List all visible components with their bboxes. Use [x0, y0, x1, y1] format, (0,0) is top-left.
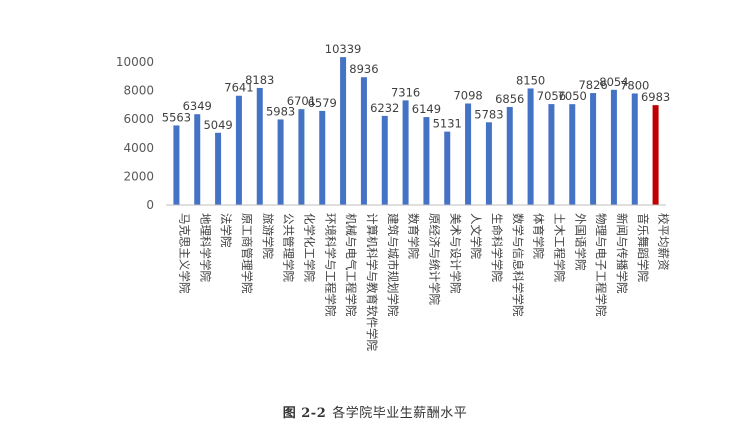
bar: [652, 105, 659, 205]
data-label: 6149: [412, 102, 441, 116]
data-label: 5783: [474, 107, 503, 121]
data-label: 6232: [370, 101, 399, 115]
x-tick-label: 地理科学学院: [198, 213, 212, 282]
data-label: 7641: [224, 81, 253, 95]
x-tick-label: 人文学院: [469, 213, 483, 259]
data-label: 7050: [558, 89, 587, 103]
x-tick-label: 生命科学学院: [490, 213, 504, 282]
bar: [277, 119, 284, 205]
bar: [215, 132, 222, 205]
data-label: 5049: [203, 118, 232, 132]
bar: [485, 122, 492, 205]
bar: [173, 125, 180, 205]
x-tick-label: 体育学院: [532, 213, 546, 259]
x-tick-label: 化学化工学院: [302, 213, 316, 282]
data-label: 8183: [245, 73, 274, 87]
bar: [381, 115, 388, 205]
x-tick-label: 环境科学与工程学院: [323, 213, 337, 317]
bar: [360, 77, 367, 205]
bar: [340, 57, 347, 206]
bar: [548, 104, 555, 205]
data-label: 5131: [433, 117, 462, 131]
data-label: 5563: [162, 110, 191, 124]
bar: [569, 104, 576, 205]
bar: [590, 93, 597, 205]
data-label: 10339: [325, 42, 362, 56]
bar: [506, 106, 513, 205]
bar: [444, 131, 451, 205]
y-tick-label: 2000: [123, 169, 154, 183]
x-tick-label: 数育学院: [407, 213, 421, 259]
x-tick-label: 计算机科学与教育软件学院: [365, 213, 379, 351]
data-label: 7316: [391, 85, 420, 99]
data-label: 7098: [453, 88, 482, 102]
x-tick-label: 外国语学院: [573, 213, 587, 271]
x-tick-label: 旅游学院: [261, 213, 275, 259]
x-tick-label: 数学与信息科学学院: [511, 213, 525, 317]
bar: [631, 93, 638, 205]
figure-title: 各学院毕业生薪酬水平: [332, 406, 468, 421]
bar: [256, 87, 263, 205]
x-tick-label: 物理与电子工程学院: [594, 213, 608, 317]
data-label: 8054: [599, 75, 628, 89]
x-tick-label: 马克思主义学院: [177, 213, 191, 294]
y-tick-label: 10000: [116, 55, 154, 69]
x-tick-label: 新闻与传播学院: [615, 213, 629, 294]
data-label: 5983: [266, 104, 295, 118]
x-tick-label: 建筑与城市规划学院: [386, 213, 400, 317]
bar: [298, 109, 305, 205]
data-label: 6856: [495, 92, 524, 106]
bar: [423, 117, 430, 205]
data-label: 8936: [349, 62, 378, 76]
y-tick-label: 8000: [123, 84, 154, 98]
x-tick-label: 公共管理学院: [282, 213, 296, 282]
y-tick-label: 4000: [123, 141, 154, 155]
data-label: 7800: [620, 78, 649, 92]
data-label: 6983: [641, 90, 670, 104]
x-tick-label: 土木工程学院: [552, 213, 566, 282]
bar: [402, 100, 409, 205]
bar: [610, 89, 617, 205]
bar: [319, 110, 326, 205]
x-tick-label: 音乐舞蹈学院: [636, 213, 650, 282]
bar-series: [173, 57, 659, 206]
bar: [235, 95, 242, 205]
y-tick-label: 0: [146, 198, 154, 212]
x-tick-label: 机械与电气工程学院: [344, 213, 358, 317]
x-tick-label: 美术与设计学院: [448, 213, 462, 294]
data-label: 8150: [516, 73, 545, 87]
x-tick-label: 原经济与统计学院: [427, 213, 441, 305]
data-label: 6701: [287, 94, 316, 108]
figure-number: 图 2-2: [282, 406, 327, 421]
x-tick-label: 法学院: [219, 213, 233, 248]
x-axis: 马克思主义学院 地理科学学院 法学院 原工商管理学院 旅游学院 公共管理学院 化学化工学院环…: [166, 204, 671, 351]
bar: [527, 88, 534, 205]
data-label: 6579: [308, 96, 337, 110]
y-axis: 0 2000 4000 6000 8000 10000: [116, 55, 154, 212]
x-tick-label: 校平均薪资: [657, 213, 671, 271]
data-label: 6349: [183, 99, 212, 113]
bar: [194, 114, 201, 205]
figure-caption: 图 2-2 各学院毕业生薪酬水平: [0, 402, 750, 421]
data-label: 7056: [537, 89, 566, 103]
x-tick-label: 原工商管理学院: [240, 213, 254, 294]
bar: [465, 103, 472, 205]
y-tick-label: 6000: [123, 112, 154, 126]
data-label: 7826: [578, 78, 607, 92]
